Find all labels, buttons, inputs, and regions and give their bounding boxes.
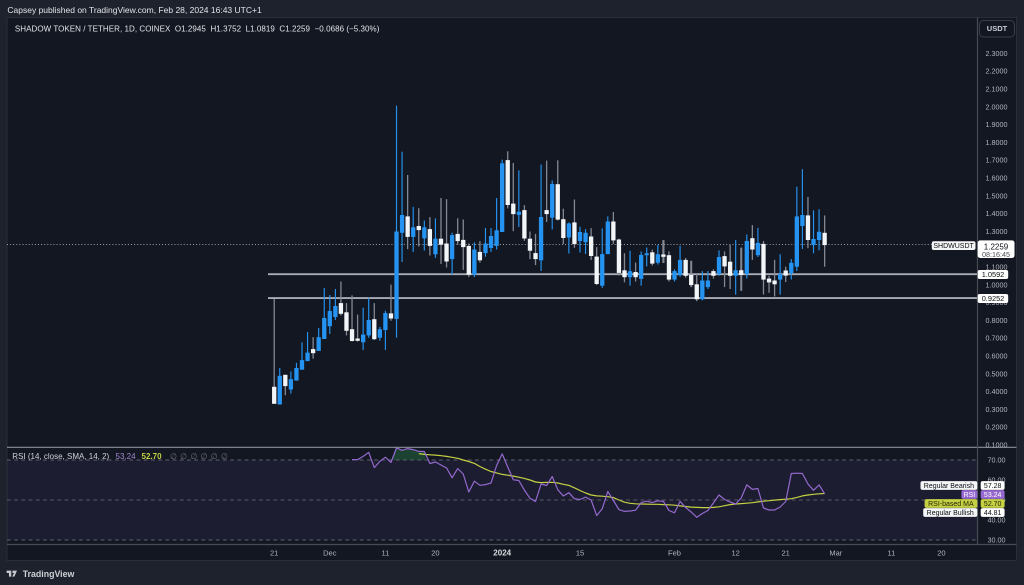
svg-text:60.00: 60.00 — [988, 476, 1006, 485]
svg-text:USDT: USDT — [987, 24, 1008, 33]
svg-text:TradingView: TradingView — [23, 569, 75, 579]
svg-text:30.00: 30.00 — [988, 536, 1006, 545]
svg-text:∅∅∅∅∅∅: ∅∅∅∅∅∅ — [170, 452, 231, 461]
svg-text:Mar: Mar — [829, 549, 842, 558]
svg-text:1.2259: 1.2259 — [984, 243, 1009, 252]
svg-text:SHADOW TOKEN / TETHER, 1D, COI: SHADOW TOKEN / TETHER, 1D, COINEX O1.294… — [15, 24, 380, 33]
svg-text:1.5000: 1.5000 — [986, 191, 1008, 200]
svg-text:2.2000: 2.2000 — [986, 67, 1008, 76]
svg-text:0.5000: 0.5000 — [986, 369, 1008, 378]
svg-text:08:16:45: 08:16:45 — [982, 250, 1010, 259]
svg-text:1.4000: 1.4000 — [986, 209, 1008, 218]
svg-text:1.0000: 1.0000 — [986, 280, 1008, 289]
svg-text:1.3000: 1.3000 — [986, 227, 1008, 236]
svg-text:RSI: RSI — [964, 492, 976, 499]
svg-text:0.7000: 0.7000 — [986, 334, 1008, 343]
svg-text:0.3000: 0.3000 — [986, 405, 1008, 414]
svg-text:20: 20 — [937, 549, 945, 558]
svg-text:52.70: 52.70 — [984, 501, 1002, 508]
svg-text:0.2000: 0.2000 — [986, 423, 1008, 432]
svg-text:SHDWUSDT: SHDWUSDT — [933, 243, 974, 250]
svg-text:1.1000: 1.1000 — [986, 263, 1008, 272]
svg-text:2024: 2024 — [493, 549, 511, 558]
svg-text:RSI (14, close, SMA, 14, 2): RSI (14, close, SMA, 14, 2) — [12, 452, 109, 461]
svg-text:11: 11 — [382, 549, 390, 558]
svg-text:Regular Bullish: Regular Bullish — [927, 510, 974, 517]
svg-text:70.00: 70.00 — [988, 456, 1006, 465]
svg-text:53.24: 53.24 — [116, 452, 137, 461]
svg-text:1.0592: 1.0592 — [982, 270, 1005, 279]
svg-text:2.3000: 2.3000 — [986, 49, 1008, 58]
svg-text:15: 15 — [576, 549, 584, 558]
svg-text:1.7000: 1.7000 — [986, 156, 1008, 165]
svg-text:44.81: 44.81 — [984, 510, 1002, 517]
svg-text:Regular Bearish: Regular Bearish — [924, 483, 974, 490]
svg-text:20: 20 — [431, 549, 439, 558]
svg-text:12: 12 — [732, 549, 740, 558]
svg-text:1.9000: 1.9000 — [986, 120, 1008, 129]
svg-text:0.1000: 0.1000 — [986, 441, 1008, 450]
svg-text:Capsey published on TradingVie: Capsey published on TradingView.com, Feb… — [7, 5, 262, 15]
svg-text:0.8000: 0.8000 — [986, 316, 1008, 325]
svg-text:0.9252: 0.9252 — [982, 294, 1005, 303]
svg-text:0.4000: 0.4000 — [986, 387, 1008, 396]
svg-text:1.8000: 1.8000 — [986, 138, 1008, 147]
svg-text:0.6000: 0.6000 — [986, 352, 1008, 361]
svg-text:1.6000: 1.6000 — [986, 174, 1008, 183]
svg-text:53.24: 53.24 — [984, 492, 1002, 499]
svg-text:40.00: 40.00 — [988, 516, 1006, 525]
svg-text:2.1000: 2.1000 — [986, 85, 1008, 94]
svg-text:RSI-based MA: RSI-based MA — [928, 501, 974, 508]
svg-text:57.28: 57.28 — [984, 483, 1002, 490]
svg-text:Dec: Dec — [323, 549, 337, 558]
svg-text:21: 21 — [782, 549, 790, 558]
svg-text:21: 21 — [270, 549, 278, 558]
svg-text:52.70: 52.70 — [142, 452, 163, 461]
svg-text:11: 11 — [888, 549, 896, 558]
svg-text:Feb: Feb — [668, 549, 681, 558]
svg-text:2.0000: 2.0000 — [986, 102, 1008, 111]
